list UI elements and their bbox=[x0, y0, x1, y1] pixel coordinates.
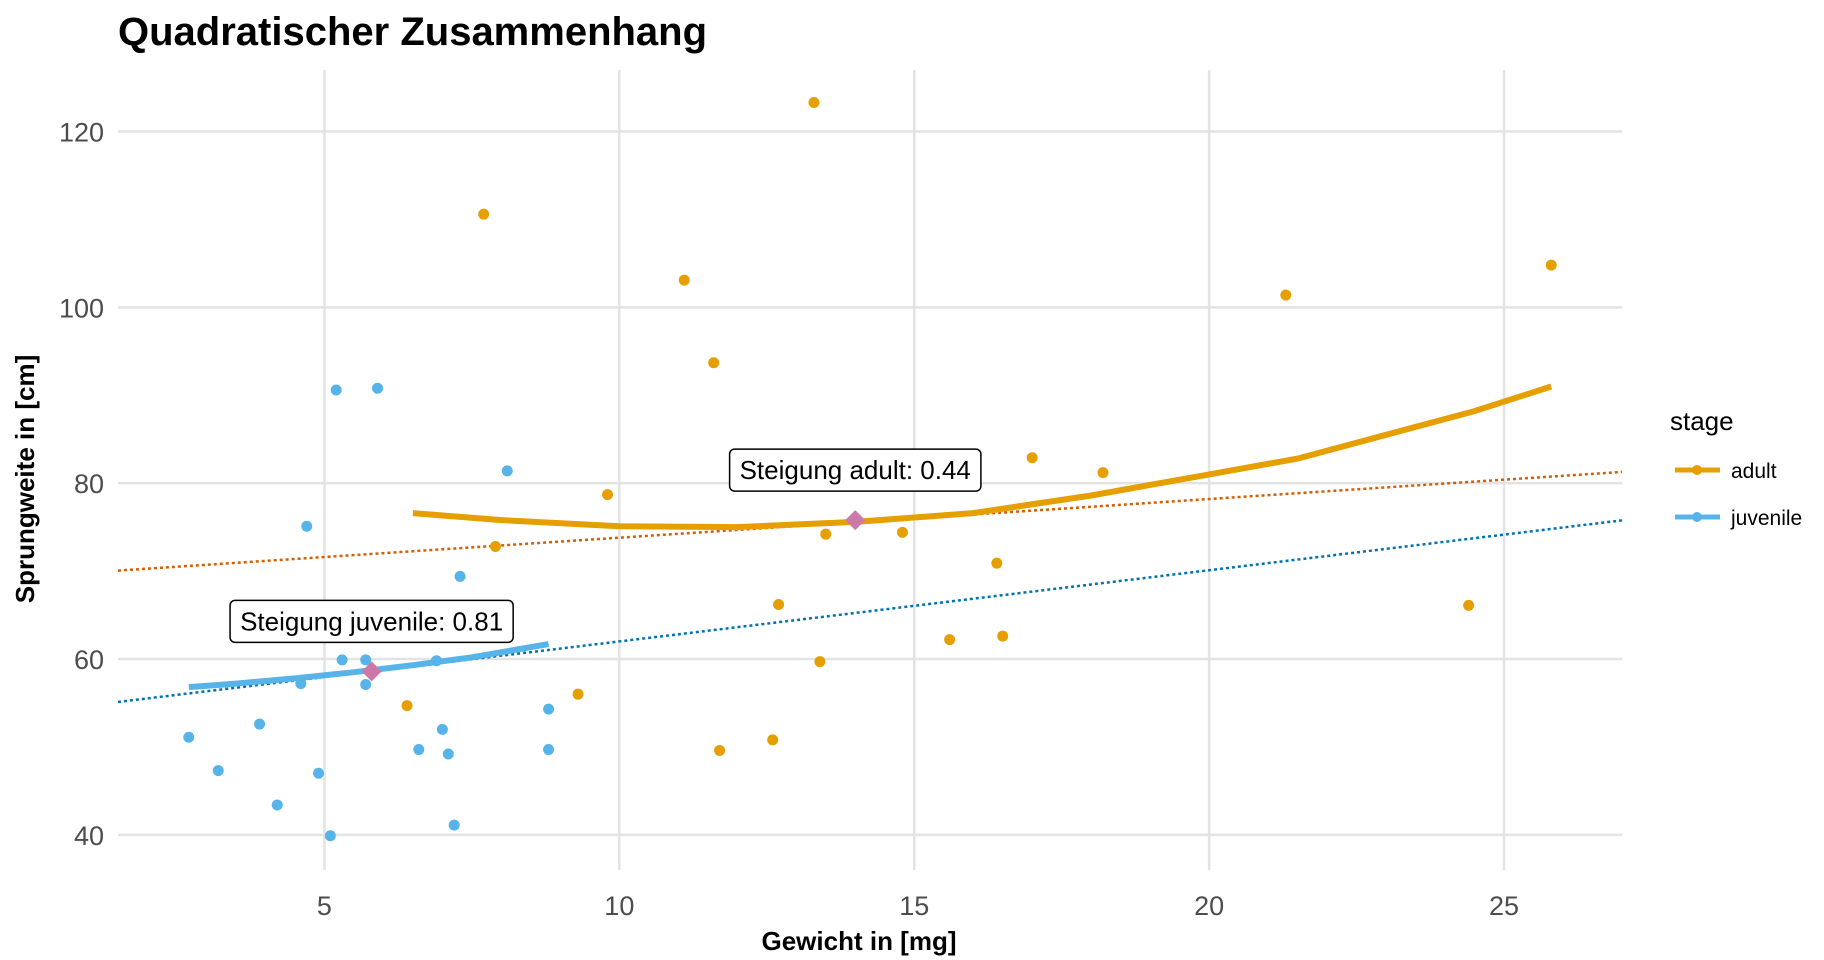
juvenile-quadratic-fit-curve bbox=[188, 641, 550, 691]
y-tick-labels: 40 60 80 100 120 bbox=[59, 118, 104, 851]
juvenile-point bbox=[360, 679, 372, 691]
legend-label-juvenile: juvenile bbox=[1730, 507, 1802, 530]
adult-point bbox=[572, 688, 584, 700]
adult-point bbox=[896, 526, 908, 538]
annotation-layer: Steigung adult: 0.44 Steigung juvenile: 0… bbox=[229, 448, 982, 644]
adult-point bbox=[814, 656, 826, 668]
adult-annotation-label: Steigung adult: 0.44 bbox=[740, 455, 971, 485]
adult-point bbox=[602, 489, 614, 501]
x-tick-label: 5 bbox=[317, 891, 332, 921]
juvenile-point bbox=[372, 382, 384, 394]
points-layer bbox=[183, 97, 1557, 842]
adult-slope-annotation: Steigung adult: 0.44 bbox=[728, 448, 982, 492]
juvenile-point bbox=[442, 748, 454, 760]
adult-quadratic-fit-curve bbox=[412, 383, 1553, 531]
chart-title: Quadratischer Zusammenhang bbox=[118, 10, 707, 54]
x-tick-label: 10 bbox=[604, 891, 634, 921]
y-tick-label: 60 bbox=[74, 645, 104, 675]
juvenile-point bbox=[360, 654, 372, 666]
adult-point bbox=[991, 557, 1003, 569]
adult-point bbox=[1463, 599, 1475, 611]
linear-fit-layer bbox=[117, 470, 1623, 704]
adult-point bbox=[820, 528, 832, 540]
y-tick-label: 40 bbox=[74, 821, 104, 851]
adult-point bbox=[773, 599, 785, 611]
x-tick-labels: 5 10 15 20 25 bbox=[317, 891, 1519, 921]
adult-point bbox=[401, 700, 413, 712]
y-tick-label: 100 bbox=[59, 293, 104, 323]
juvenile-point bbox=[501, 465, 513, 477]
juvenile-point bbox=[212, 765, 224, 777]
adult-point bbox=[708, 357, 720, 369]
juvenile-point bbox=[183, 731, 195, 743]
y-tick-label: 120 bbox=[59, 118, 104, 148]
juvenile-point bbox=[254, 718, 266, 730]
juvenile-slope-annotation: Steigung juvenile: 0.81 bbox=[229, 599, 514, 644]
adult-point bbox=[997, 630, 1009, 642]
juvenile-point bbox=[454, 570, 466, 582]
juvenile-point bbox=[271, 799, 283, 811]
adult-point bbox=[1280, 289, 1292, 301]
adult-point bbox=[1545, 259, 1557, 271]
juvenile-point bbox=[413, 744, 425, 756]
juvenile-annotation-box bbox=[229, 599, 514, 644]
x-tick-label: 20 bbox=[1194, 891, 1224, 921]
adult-annotation-box bbox=[728, 448, 982, 492]
juvenile-point bbox=[543, 703, 555, 715]
x-axis-title: Gewicht in [mg] bbox=[762, 926, 957, 956]
juvenile-point bbox=[543, 744, 555, 756]
juvenile-center-point bbox=[361, 661, 382, 682]
juvenile-point bbox=[436, 723, 448, 735]
legend-key-adult-dot bbox=[1692, 465, 1702, 475]
center-points-layer bbox=[361, 510, 866, 682]
quadratic-fit-layer bbox=[188, 383, 1553, 691]
legend-label-adult: adult bbox=[1731, 460, 1777, 483]
adult-point bbox=[714, 744, 726, 756]
juvenile-point bbox=[330, 384, 342, 396]
adult-point bbox=[678, 274, 690, 286]
y-axis-title: Sprungweite in [cm] bbox=[10, 355, 40, 603]
x-tick-label: 15 bbox=[899, 891, 929, 921]
adult-point bbox=[944, 634, 956, 646]
adult-point bbox=[489, 540, 501, 552]
juvenile-annotation-label: Steigung juvenile: 0.81 bbox=[240, 606, 503, 636]
legend-key-juvenile-dot bbox=[1692, 512, 1702, 522]
juvenile-point bbox=[301, 520, 313, 532]
adult-point bbox=[808, 97, 820, 109]
juvenile-point bbox=[448, 819, 460, 831]
juvenile-point bbox=[336, 654, 348, 666]
legend-title: stage bbox=[1670, 406, 1734, 436]
adult-linear-fit-line bbox=[117, 470, 1623, 572]
juvenile-point bbox=[313, 767, 325, 779]
adult-point bbox=[1026, 452, 1038, 464]
juvenile-point bbox=[324, 830, 336, 842]
adult-center-point bbox=[845, 510, 866, 531]
adult-point bbox=[478, 208, 490, 220]
x-tick-label: 25 bbox=[1489, 891, 1519, 921]
legend: stage adult juvenile bbox=[1670, 406, 1802, 530]
y-tick-label: 80 bbox=[74, 469, 104, 499]
adult-point bbox=[767, 734, 779, 746]
adult-point bbox=[1097, 467, 1109, 479]
